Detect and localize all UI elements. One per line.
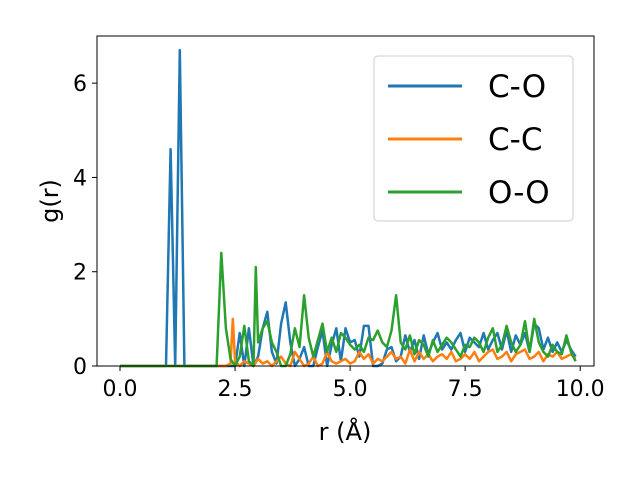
y-axis-label: g(r) [36, 179, 64, 223]
series-line-c-o [120, 48, 577, 368]
y-tick-label: 6 [73, 72, 87, 97]
legend: C-O C-C O-O [373, 55, 574, 222]
series-line-c-c [120, 317, 577, 368]
series-layer [120, 48, 577, 368]
x-tick-label: 2.5 [218, 377, 253, 402]
x-axis-label: r (Å) [319, 417, 372, 446]
series-line-o-o [120, 251, 577, 368]
plot-frame [96, 35, 595, 367]
legend-label-c-c: C-C [488, 122, 542, 158]
x-tick-label: 0.0 [103, 377, 138, 402]
legend-label-c-o: C-O [488, 69, 546, 105]
x-tick-label: 10.0 [556, 377, 605, 402]
y-tick-label: 0 [73, 355, 87, 380]
y-tick-label: 4 [73, 166, 87, 191]
x-tick-label: 7.5 [448, 377, 483, 402]
y-axis: 0 2 4 6 [73, 72, 97, 380]
legend-frame [373, 55, 574, 222]
legend-label-o-o: O-O [488, 175, 550, 211]
x-tick-label: 5.0 [333, 377, 368, 402]
x-axis: 0.0 2.5 5.0 7.5 10.0 [103, 366, 605, 402]
y-tick-label: 2 [73, 261, 87, 286]
